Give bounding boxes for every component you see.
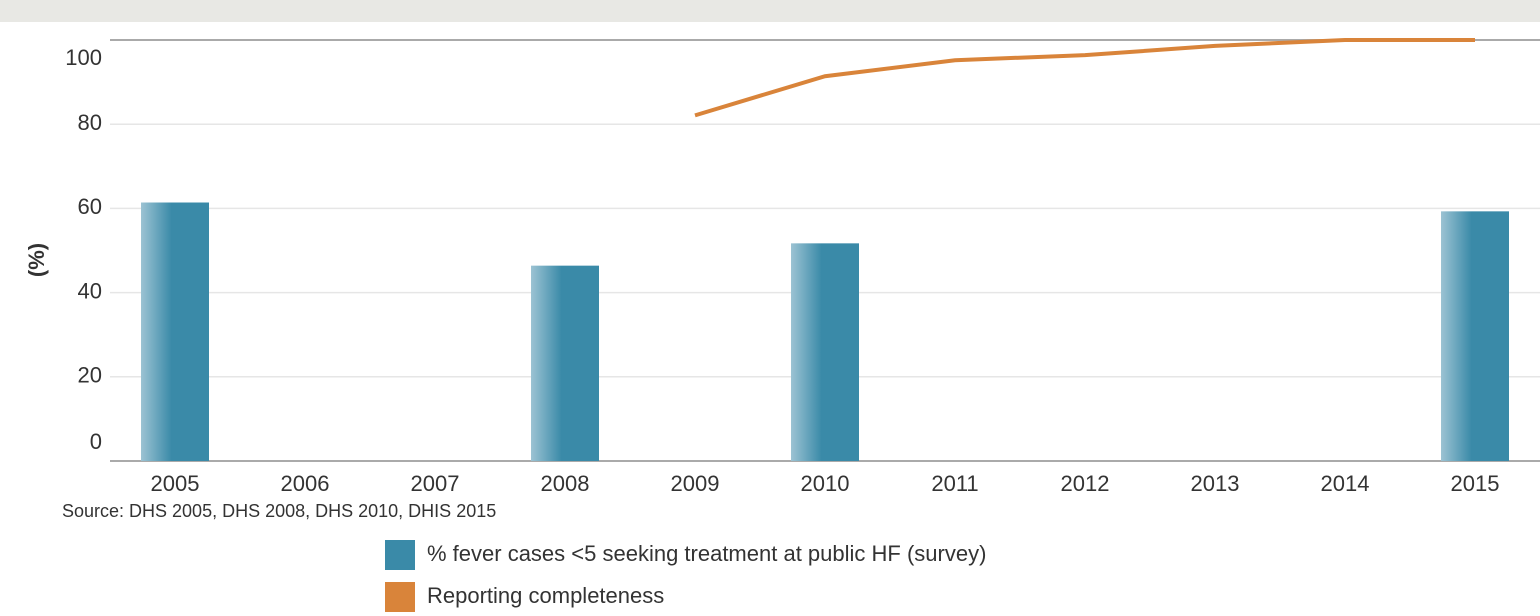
x-tick-label: 2015	[1451, 471, 1500, 496]
x-tick-label: 2014	[1321, 471, 1370, 496]
x-tick-label: 2005	[151, 471, 200, 496]
x-tick-label: 2012	[1061, 471, 1110, 496]
y-tick-label: 80	[78, 110, 102, 135]
legend-label: Reporting completeness	[427, 583, 664, 608]
x-tick-label: 2006	[281, 471, 330, 496]
legend-swatch	[385, 582, 415, 612]
x-tick-label: 2008	[541, 471, 590, 496]
x-tick-label: 2007	[411, 471, 460, 496]
legend-swatch	[385, 540, 415, 570]
x-tick-label: 2011	[931, 471, 978, 496]
bar	[141, 202, 209, 462]
y-tick-label: 40	[78, 278, 102, 303]
legend-label: % fever cases <5 seeking treatment at pu…	[427, 541, 986, 566]
bar	[791, 243, 859, 461]
top-band	[0, 0, 1540, 22]
y-tick-label: 100	[65, 45, 102, 70]
y-tick-label: 60	[78, 194, 102, 219]
line	[694, 38, 1475, 118]
x-tick-label: 2009	[671, 471, 720, 496]
x-tick-label: 2013	[1191, 471, 1240, 496]
x-tick-label: 2010	[801, 471, 850, 496]
y-tick-label: 20	[78, 363, 102, 388]
y-tick-label: 0	[90, 429, 102, 454]
source: Source: DHS 2005, DHS 2008, DHS 2010, DH…	[62, 501, 496, 521]
bar	[1441, 211, 1509, 461]
bar	[531, 265, 599, 461]
y-axis-label: (%)	[24, 243, 49, 277]
